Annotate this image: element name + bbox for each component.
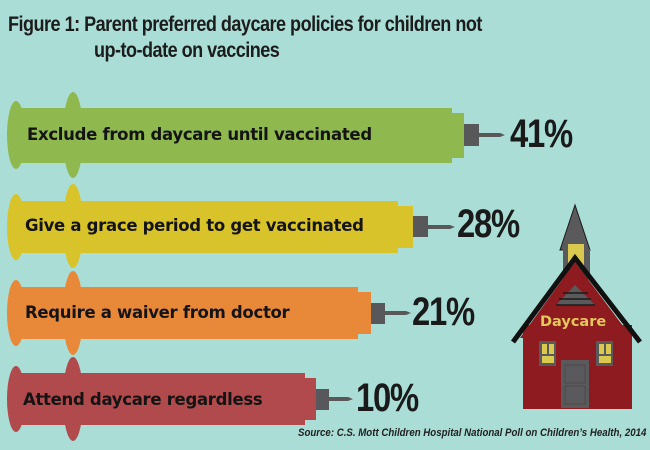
bar-label-1: Exclude from daycare until vaccinated [27, 125, 372, 144]
syringe-bar-2 [7, 184, 455, 268]
needle-hub-icon [413, 216, 428, 237]
syringe-bar-3 [7, 271, 411, 355]
needle-hub-icon [316, 389, 329, 410]
value-label-4: 10% [356, 376, 419, 420]
source-note: Source: C.S. Mott Children Hospital Nati… [298, 427, 647, 439]
title-line-1: Figure 1: Parent preferred daycare polic… [8, 13, 482, 36]
door [561, 360, 589, 408]
needle-hub-icon [464, 124, 479, 146]
value-label-1: 41% [510, 112, 573, 156]
bar-label-2: Give a grace period to get vaccinated [25, 216, 364, 235]
needle-icon [428, 225, 455, 229]
needle-hub-icon [371, 303, 385, 324]
title-line-2: up-to-date on vaccines [94, 39, 280, 62]
schoolhouse-icon [510, 203, 642, 409]
bar-label-4: Attend daycare regardless [23, 390, 263, 409]
syringe-bar-1 [7, 92, 505, 178]
needle-icon [385, 311, 411, 315]
chart-title: Figure 1: Parent preferred daycare polic… [8, 12, 482, 64]
value-label-3: 21% [412, 290, 475, 334]
syringe-bar-4 [7, 357, 353, 441]
daycare-label: Daycare [540, 314, 607, 330]
needle-icon [479, 133, 505, 137]
value-label-2: 28% [457, 202, 520, 246]
needle-icon [329, 397, 353, 401]
bar-label-3: Require a waiver from doctor [25, 303, 290, 322]
